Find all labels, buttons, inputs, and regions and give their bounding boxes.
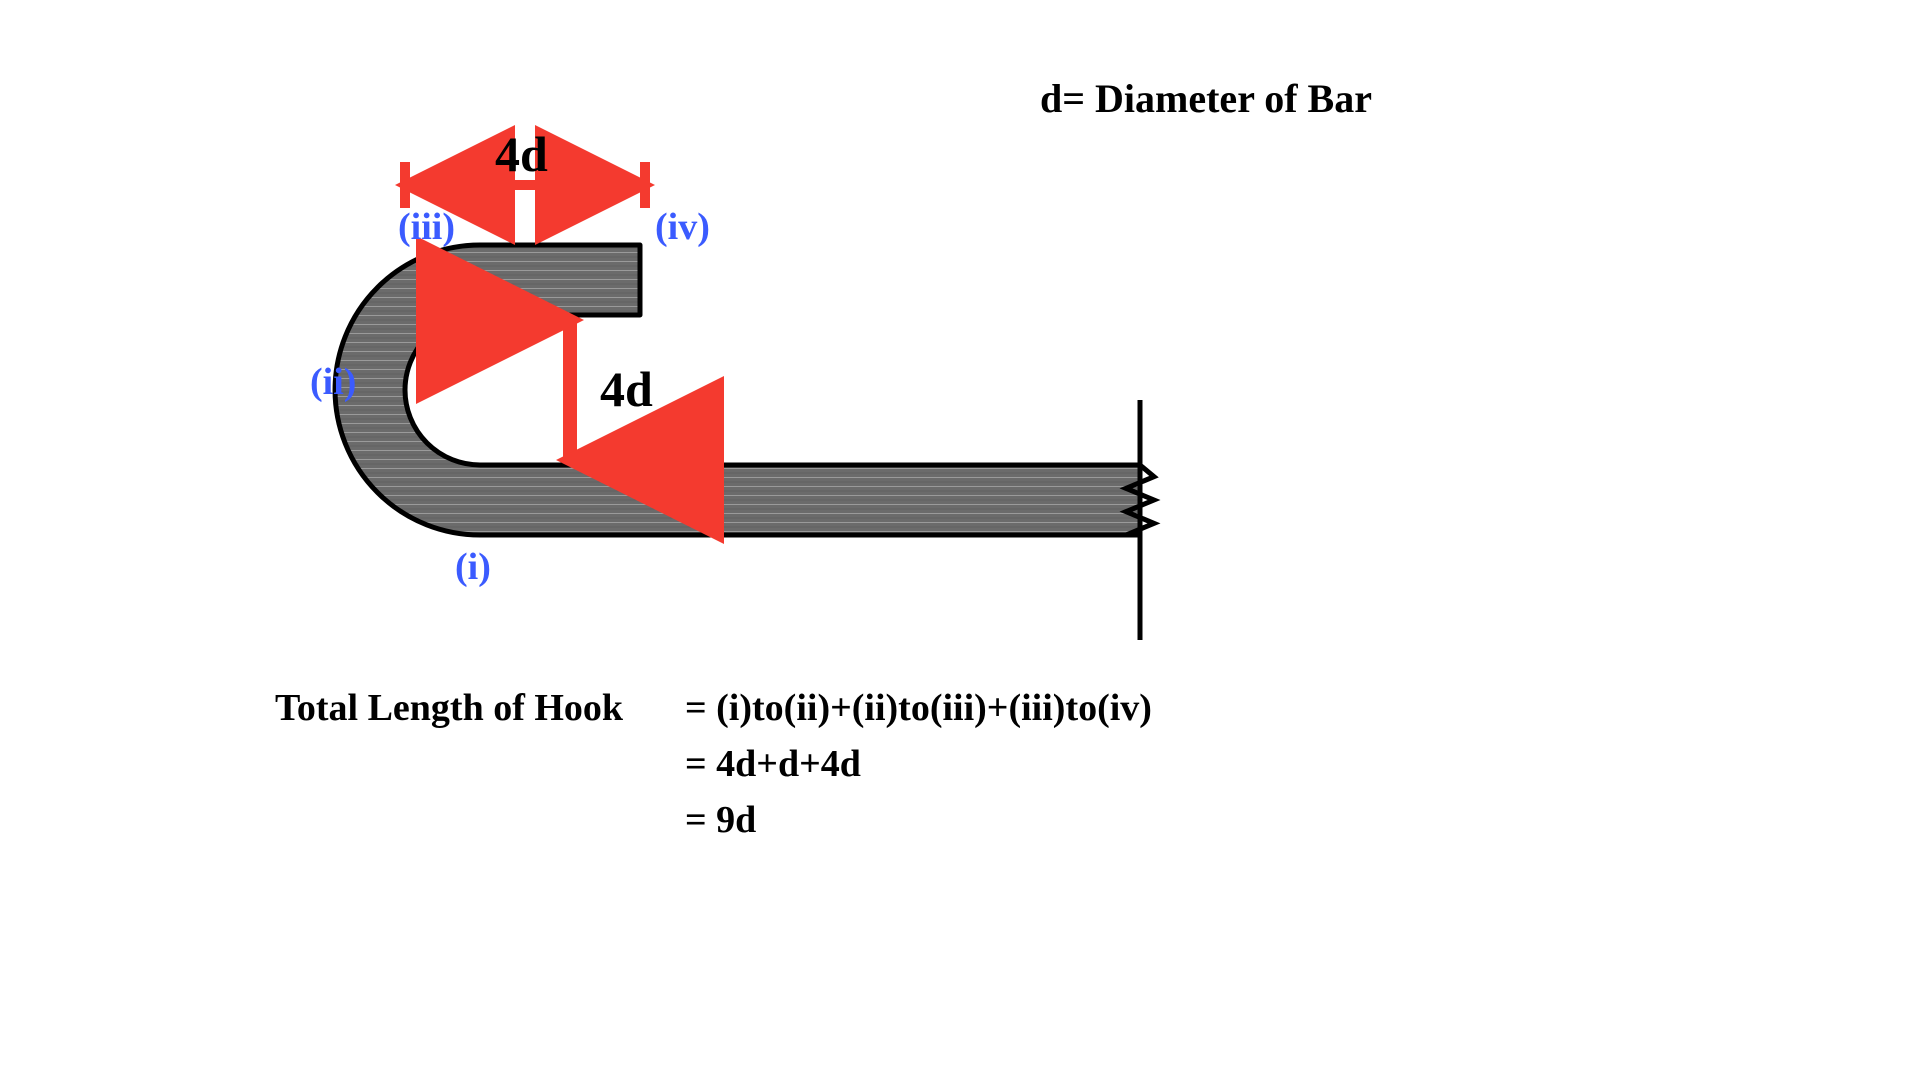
legend-diameter: d= Diameter of Bar bbox=[1040, 75, 1372, 122]
dimension-label-top-4d: 4d bbox=[495, 125, 548, 183]
formula-block: Total Length of Hook = (i)to(ii)+(ii)to(… bbox=[275, 680, 1152, 848]
formula-label bbox=[275, 736, 685, 792]
point-label-ii: (ii) bbox=[310, 360, 356, 404]
formula-label: Total Length of Hook bbox=[275, 680, 685, 736]
formula-label bbox=[275, 792, 685, 848]
hook-diagram bbox=[0, 0, 1920, 1080]
formula-line: = 4d+d+4d bbox=[275, 736, 1152, 792]
point-label-i: (i) bbox=[455, 545, 491, 589]
dimension-label-side-4d: 4d bbox=[600, 360, 653, 418]
formula-equation: = 4d+d+4d bbox=[685, 736, 861, 792]
formula-line: Total Length of Hook = (i)to(ii)+(ii)to(… bbox=[275, 680, 1152, 736]
formula-line: = 9d bbox=[275, 792, 1152, 848]
point-label-iii: (iii) bbox=[398, 205, 455, 249]
point-label-iv: (iv) bbox=[655, 205, 710, 249]
formula-equation: = 9d bbox=[685, 792, 756, 848]
formula-equation: = (i)to(ii)+(ii)to(iii)+(iii)to(iv) bbox=[685, 680, 1152, 736]
hook-body bbox=[335, 245, 1140, 535]
